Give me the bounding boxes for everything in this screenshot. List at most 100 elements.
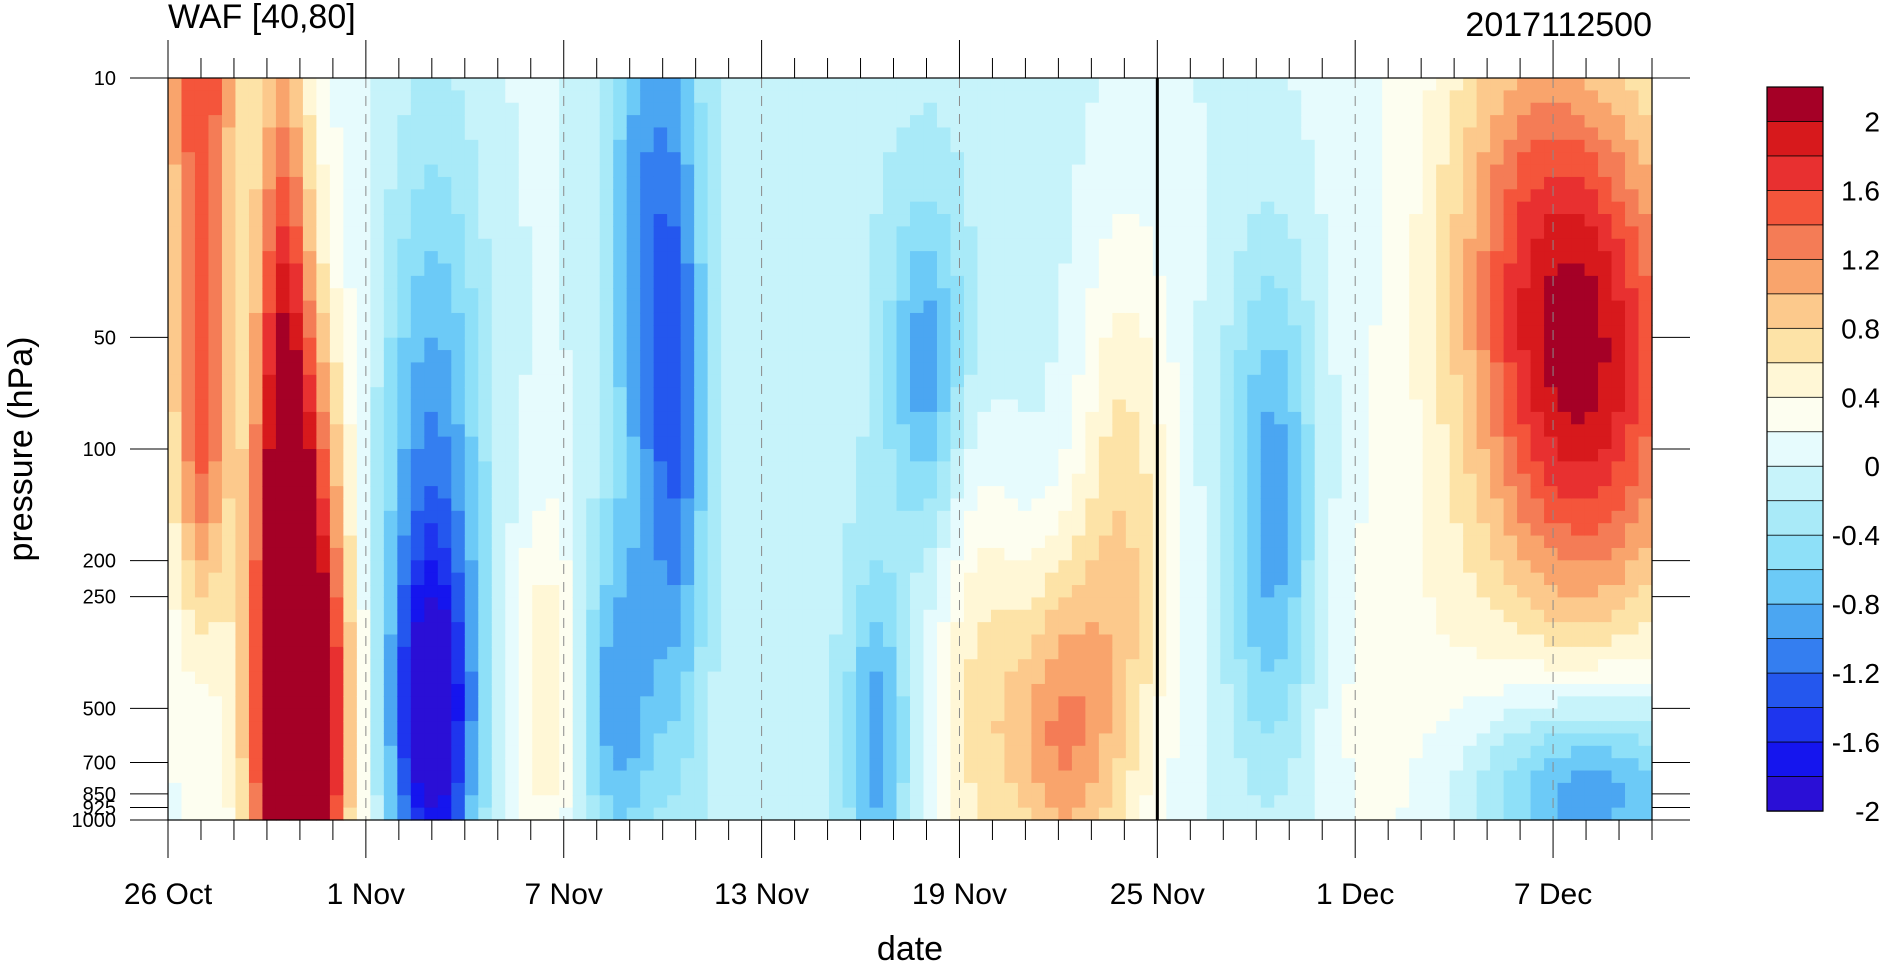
heatmap-cell <box>262 387 277 401</box>
heatmap-cell <box>302 399 317 413</box>
heatmap-cell <box>923 510 938 524</box>
heatmap-cell <box>451 733 466 747</box>
heatmap-cell <box>1206 696 1221 710</box>
heatmap-cell <box>168 90 183 104</box>
heatmap-cell <box>775 424 790 438</box>
heatmap-cell <box>1017 411 1033 425</box>
heatmap-cell <box>721 758 736 772</box>
heatmap-cell <box>748 176 763 190</box>
heatmap-cell <box>248 115 264 129</box>
heatmap-cell <box>1044 696 1059 710</box>
heatmap-cell <box>1071 424 1086 438</box>
heatmap-cell <box>1152 721 1167 735</box>
heatmap-cell <box>1193 733 1208 747</box>
heatmap-cell <box>802 102 817 116</box>
heatmap-cell <box>626 721 641 735</box>
heatmap-cell <box>1071 362 1086 376</box>
heatmap-cell <box>424 461 439 475</box>
heatmap-cell <box>613 164 628 178</box>
heatmap-cell <box>316 288 331 302</box>
heatmap-cell <box>518 436 533 450</box>
heatmap-cell <box>262 325 277 339</box>
heatmap-cell <box>910 708 925 722</box>
heatmap-cell <box>262 164 277 178</box>
heatmap-cell <box>815 782 830 796</box>
heatmap-cell <box>302 782 317 796</box>
heatmap-cell <box>572 312 587 326</box>
heatmap-cell <box>1139 683 1154 697</box>
heatmap-cell <box>532 609 547 623</box>
heatmap-cell <box>936 201 952 215</box>
heatmap-cell <box>397 238 412 252</box>
heatmap-cell <box>329 312 344 326</box>
heatmap-cell <box>869 374 884 388</box>
heatmap-cell <box>1260 399 1275 413</box>
heatmap-cell <box>343 102 358 116</box>
heatmap-cell <box>1112 350 1127 364</box>
heatmap-cell <box>181 585 196 598</box>
heatmap-cell <box>1112 758 1127 772</box>
heatmap-cell <box>1058 78 1073 91</box>
heatmap-cell <box>626 634 641 648</box>
heatmap-cell <box>1031 547 1046 561</box>
heatmap-cell <box>275 535 291 549</box>
heatmap-cell <box>1166 683 1181 697</box>
heatmap-cell <box>936 115 952 129</box>
heatmap-cell <box>478 585 493 598</box>
heatmap-cell <box>869 102 884 116</box>
heatmap-cell <box>963 189 979 203</box>
heatmap-cell <box>356 572 371 586</box>
heatmap-cell <box>397 807 412 821</box>
heatmap-cell <box>923 226 938 240</box>
heatmap-cell <box>640 263 655 277</box>
heatmap-cell <box>572 411 587 425</box>
heatmap-cell <box>829 782 844 796</box>
heatmap-cell <box>802 782 817 796</box>
heatmap-cell <box>437 399 452 413</box>
heatmap-cell <box>518 164 533 178</box>
heatmap-cell <box>1139 510 1154 524</box>
heatmap-cell <box>788 288 803 302</box>
heatmap-cell <box>842 733 857 747</box>
heatmap-cell <box>1179 164 1194 178</box>
heatmap-cell <box>1125 708 1140 722</box>
heatmap-cell <box>424 288 439 302</box>
heatmap-cell <box>910 560 925 574</box>
heatmap-cell <box>532 164 547 178</box>
heatmap-cell <box>262 721 277 735</box>
heatmap-cell <box>370 782 385 796</box>
heatmap-cell <box>977 560 992 574</box>
heatmap-cell <box>397 362 412 376</box>
heatmap-cell <box>1017 214 1033 227</box>
heatmap-cell <box>1098 770 1113 784</box>
heatmap-cell <box>1166 461 1181 475</box>
heatmap-cell <box>734 300 749 314</box>
heatmap-cell <box>1058 560 1073 574</box>
heatmap-cell <box>802 226 817 240</box>
heatmap-cell <box>775 733 790 747</box>
heatmap-cell <box>168 102 183 116</box>
heatmap-cell <box>963 770 979 784</box>
heatmap-cell <box>1166 547 1181 561</box>
heatmap-cell <box>181 214 196 227</box>
heatmap-cell <box>1274 226 1289 240</box>
heatmap-cell <box>451 424 466 438</box>
heatmap-cell <box>680 300 695 314</box>
heatmap-cell <box>410 795 425 809</box>
heatmap-cell <box>181 325 196 339</box>
heatmap-cell <box>491 152 506 166</box>
heatmap-cell <box>410 350 425 364</box>
heatmap-cell <box>491 312 506 326</box>
heatmap-cell <box>221 102 237 116</box>
heatmap-cell <box>910 275 925 289</box>
heatmap-cell <box>316 325 331 339</box>
heatmap-cell <box>451 560 466 574</box>
heatmap-cell <box>1044 436 1059 450</box>
heatmap-cell <box>910 251 925 265</box>
heatmap-cell <box>545 424 560 438</box>
heatmap-cell <box>936 449 952 462</box>
heatmap-cell <box>1058 597 1073 611</box>
heatmap-cell <box>235 102 250 116</box>
heatmap-cell <box>775 387 790 401</box>
